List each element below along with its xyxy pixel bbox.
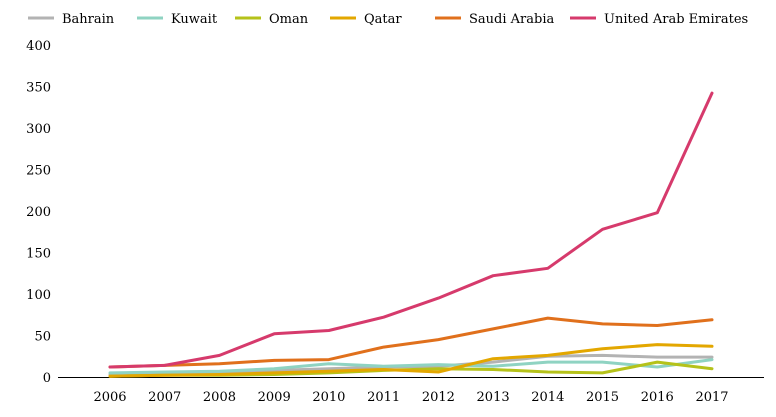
x-tick-label: 2009 — [258, 390, 291, 405]
legend-label: Saudi Arabia — [469, 12, 554, 27]
series-line-qatar — [108, 343, 714, 378]
series-line-kuwait — [108, 358, 714, 375]
series-lines — [108, 91, 714, 378]
y-tick-label: 250 — [26, 164, 51, 179]
x-tick-label: 2016 — [641, 390, 674, 405]
x-tick-label: 2007 — [148, 390, 181, 405]
legend: Bahrain Kuwait Oman Qatar Saudi Arabia United… — [28, 12, 748, 27]
y-tick-label: 50 — [34, 330, 51, 345]
legend-label: Qatar — [364, 12, 402, 27]
y-tick-label: 200 — [26, 205, 51, 220]
x-tick-label: 2010 — [312, 390, 345, 405]
x-tick-label: 2015 — [586, 390, 619, 405]
series-line-united-arab-emirates — [108, 91, 714, 369]
x-tick-label: 2017 — [695, 390, 728, 405]
legend-item-saudi-arabia: Saudi Arabia — [435, 12, 554, 27]
legend-item-qatar: Qatar — [330, 12, 402, 27]
legend-item-kuwait: Kuwait — [137, 12, 218, 27]
y-tick-label: 100 — [26, 288, 51, 303]
y-tick-label: 300 — [26, 122, 51, 137]
x-tick-label: 2006 — [93, 390, 126, 405]
x-tick-label: 2013 — [477, 390, 510, 405]
legend-label: Bahrain — [62, 12, 115, 27]
x-tick-label: 2014 — [531, 390, 564, 405]
legend-label: Kuwait — [171, 12, 218, 27]
series-line-saudi-arabia — [108, 316, 714, 369]
legend-item-oman: Oman — [235, 12, 309, 27]
y-tick-label: 400 — [26, 39, 51, 54]
legend-item-bahrain: Bahrain — [28, 12, 115, 27]
y-axis: 0 50 100 150 200 250 300 350 400 — [26, 39, 51, 386]
legend-label: Oman — [269, 12, 309, 27]
y-tick-label: 350 — [26, 81, 51, 96]
y-tick-label: 0 — [43, 371, 51, 386]
x-tick-label: 2008 — [203, 390, 236, 405]
legend-label: United Arab Emirates — [604, 12, 748, 27]
y-tick-label: 150 — [26, 247, 51, 262]
x-axis: 2006 2007 2008 2009 2010 2011 2012 2013 2014 2015… — [58, 377, 764, 405]
x-tick-label: 2011 — [367, 390, 400, 405]
legend-item-united-arab-emirates: United Arab Emirates — [570, 12, 748, 27]
x-tick-label: 2012 — [422, 390, 455, 405]
